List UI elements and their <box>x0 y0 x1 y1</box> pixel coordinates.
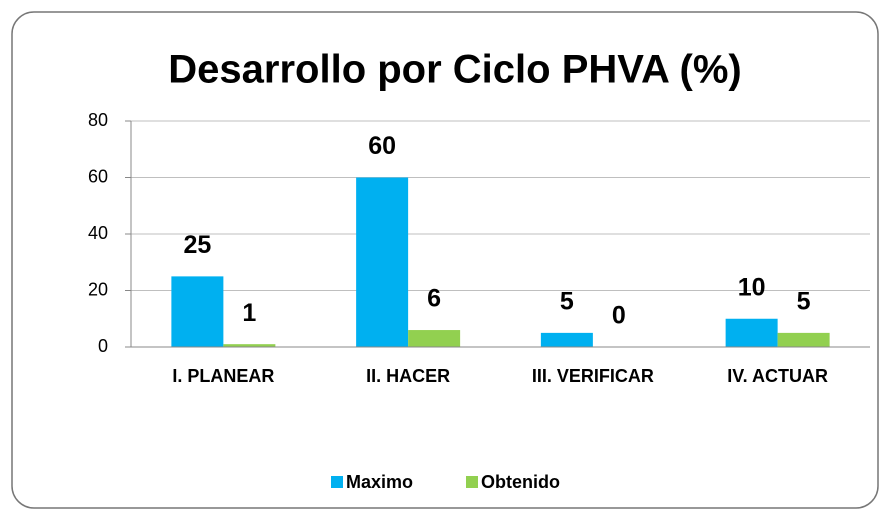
bar <box>777 332 830 347</box>
data-label: 60 <box>368 132 396 160</box>
data-label: 25 <box>183 231 211 259</box>
bar <box>356 177 409 347</box>
y-tick-label: 40 <box>88 223 108 243</box>
data-label: 5 <box>797 287 811 315</box>
y-tick-label: 60 <box>88 166 108 186</box>
bar <box>223 344 276 347</box>
data-label: 1 <box>242 299 256 327</box>
y-tick-label: 20 <box>88 279 108 299</box>
bar <box>725 318 778 347</box>
bar <box>540 332 593 347</box>
x-tick-label: II. HACER <box>366 366 450 386</box>
y-tick-label: 0 <box>98 336 108 356</box>
legend-swatch <box>331 476 343 488</box>
x-tick-label: III. VERIFICAR <box>532 366 654 386</box>
legend-label: Maximo <box>346 472 413 492</box>
data-label: 10 <box>738 273 766 301</box>
y-tick-label: 80 <box>88 110 108 130</box>
data-label: 0 <box>612 302 626 330</box>
bar <box>171 276 224 347</box>
data-label: 6 <box>427 285 441 313</box>
bar <box>408 330 461 347</box>
chart-title: Desarrollo por Ciclo PHVA (%) <box>168 48 741 92</box>
x-tick-label: I. PLANEAR <box>172 366 274 386</box>
legend-swatch <box>466 476 478 488</box>
legend-label: Obtenido <box>481 472 560 492</box>
data-label: 5 <box>560 287 574 315</box>
x-tick-label: IV. ACTUAR <box>727 366 828 386</box>
chart-frame <box>11 11 879 509</box>
